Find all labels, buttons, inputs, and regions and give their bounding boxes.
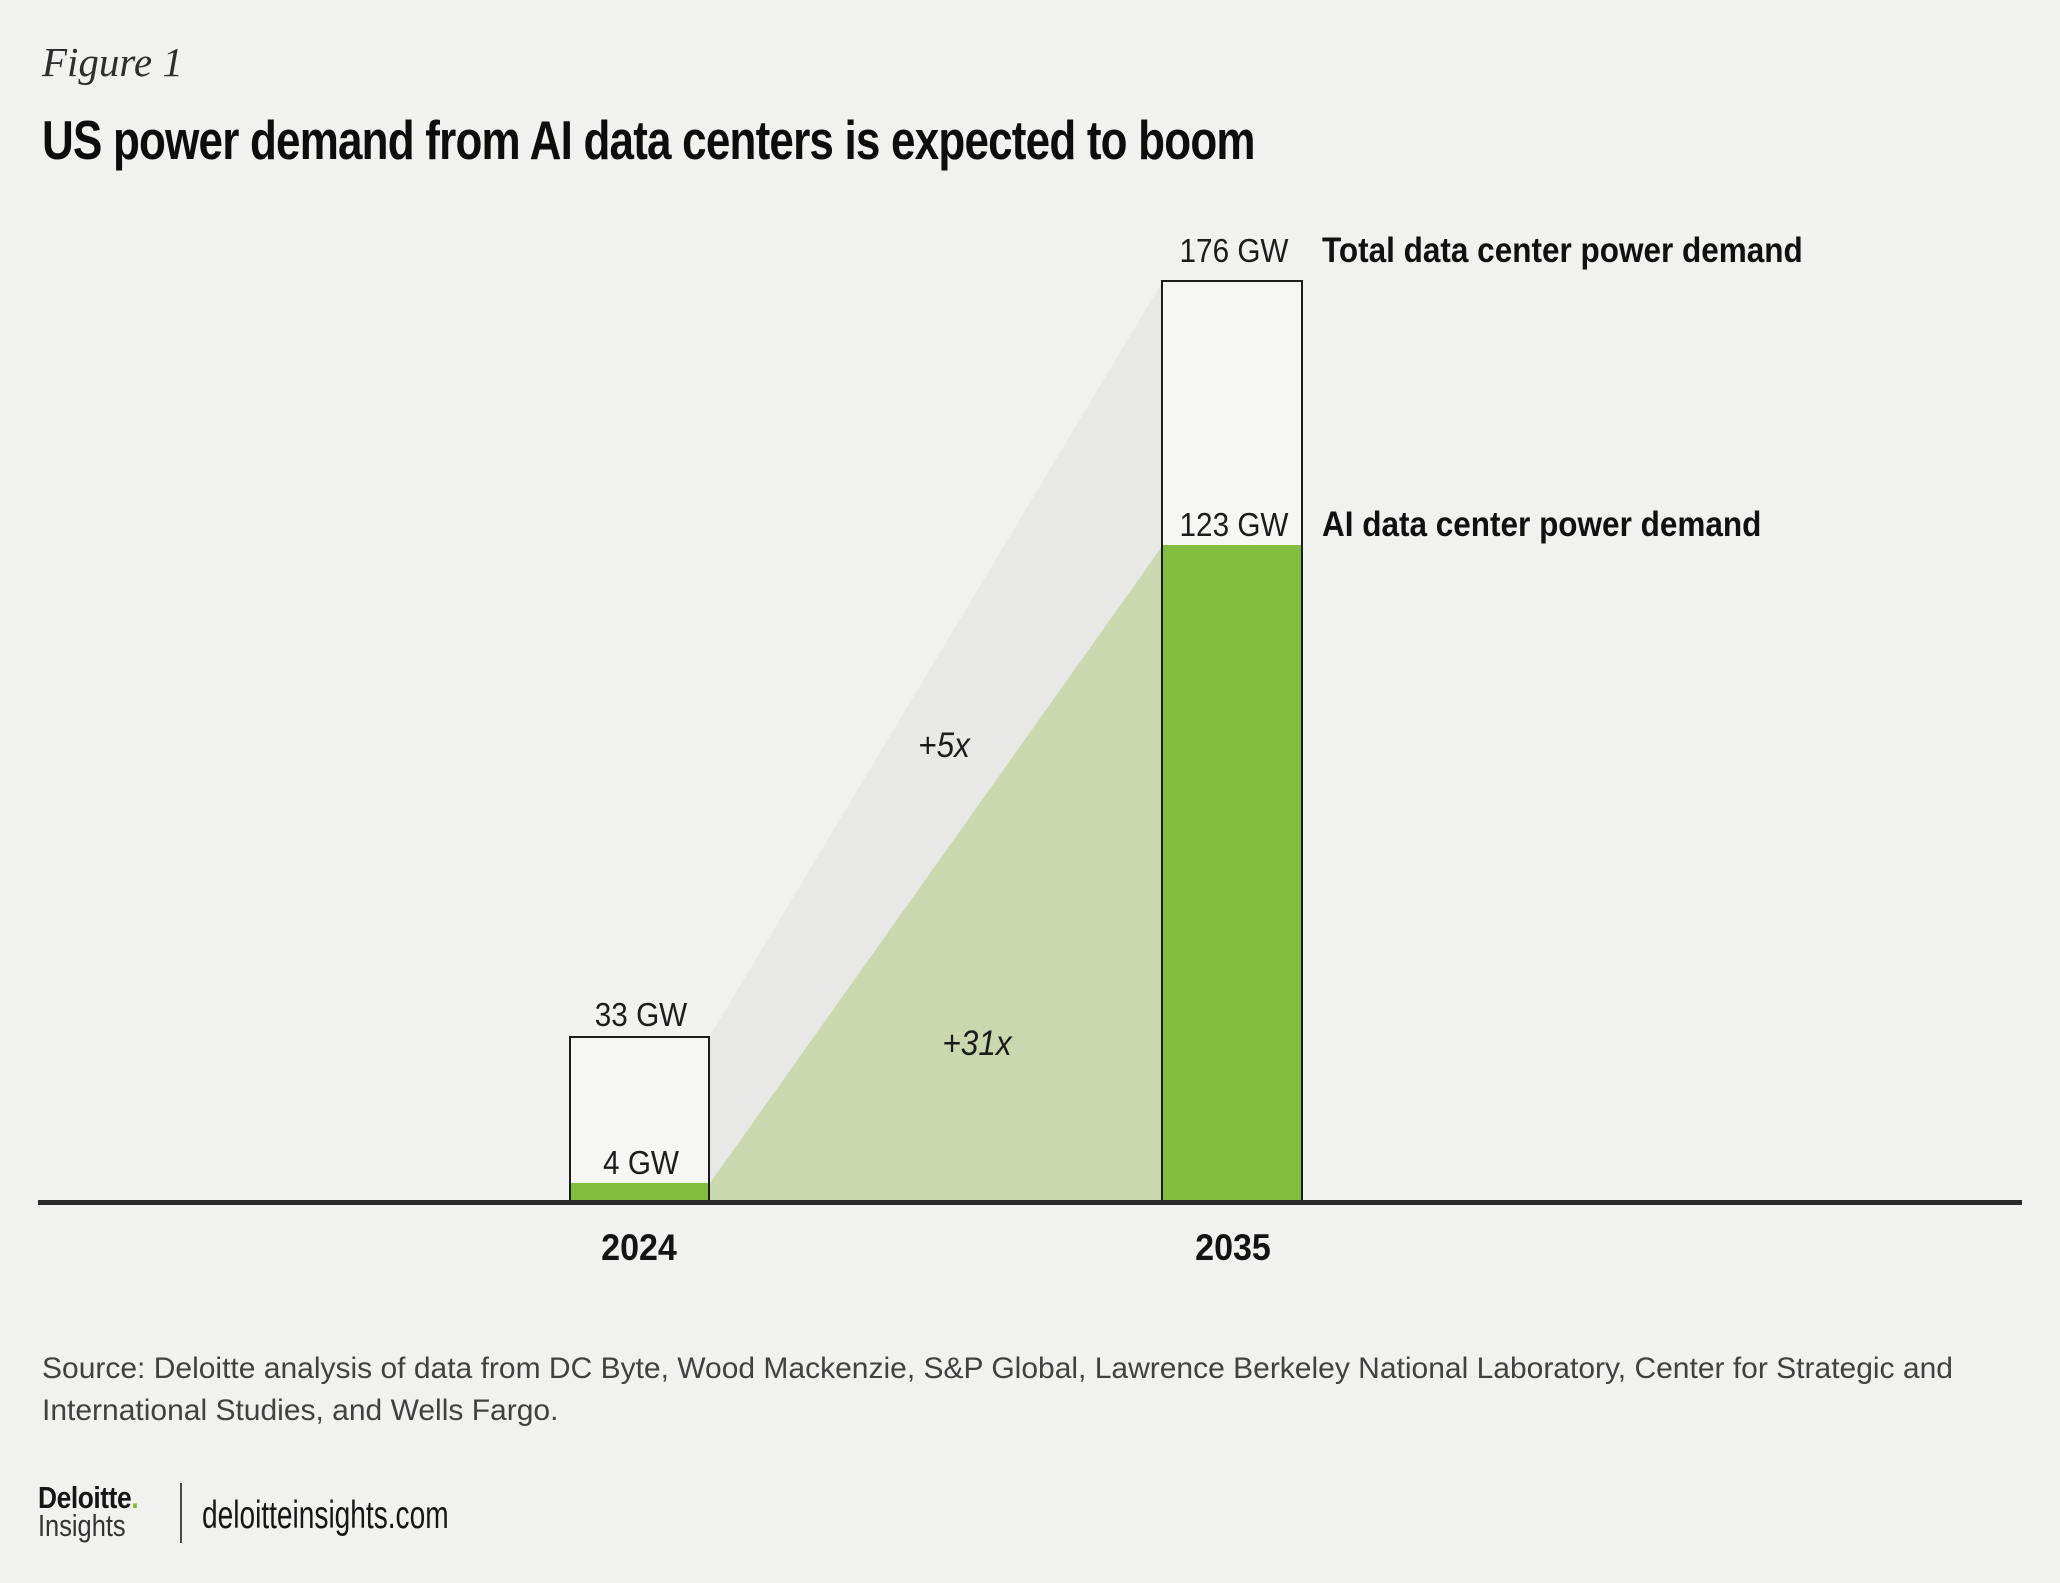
deloitte-logo: Deloitte. — [38, 1480, 139, 1516]
bar-2035-ai-segment — [1163, 545, 1301, 1203]
chart-title: US power demand from AI data centers is … — [42, 109, 1256, 171]
bar-2024-total — [569, 1036, 710, 1205]
x-tick-2024: 2024 — [601, 1227, 677, 1268]
total-growth-band — [710, 281, 1163, 1183]
legend-total-demand: Total data center power demand — [1322, 231, 1803, 270]
bar-2035-total — [1161, 280, 1303, 1205]
legend-ai-demand: AI data center power demand — [1322, 505, 1762, 544]
value-label-2024-ai: 4 GW — [603, 1144, 679, 1181]
deloitte-logo-text: Deloitte — [38, 1480, 132, 1515]
value-label-2035-ai: 123 GW — [1179, 506, 1289, 543]
multiplier-ai-annotation: +31x — [942, 1024, 1012, 1063]
x-axis-line — [38, 1200, 2022, 1205]
x-tick-2035: 2035 — [1195, 1227, 1271, 1268]
source-note-line2: International Studies, and Wells Fargo. — [42, 1394, 559, 1427]
value-label-2035-total: 176 GW — [1179, 232, 1289, 269]
deloitte-logo-green-dot: . — [131, 1480, 139, 1515]
footer-domain-text: deloitteinsights.com — [202, 1494, 449, 1537]
insights-logo-text: Insights — [38, 1508, 126, 1543]
value-label-2024-total: 33 GW — [594, 996, 688, 1033]
footer-divider — [180, 1483, 182, 1543]
figure-number-label: Figure 1 — [42, 39, 183, 85]
source-note: Source: Deloitte analysis of data from D… — [42, 1348, 2002, 1432]
multiplier-total-annotation: +5x — [918, 726, 970, 765]
source-note-line1: Source: Deloitte analysis of data from D… — [42, 1352, 1953, 1385]
bar-2024-ai-segment — [571, 1183, 708, 1203]
ai-growth-band — [710, 545, 1163, 1202]
